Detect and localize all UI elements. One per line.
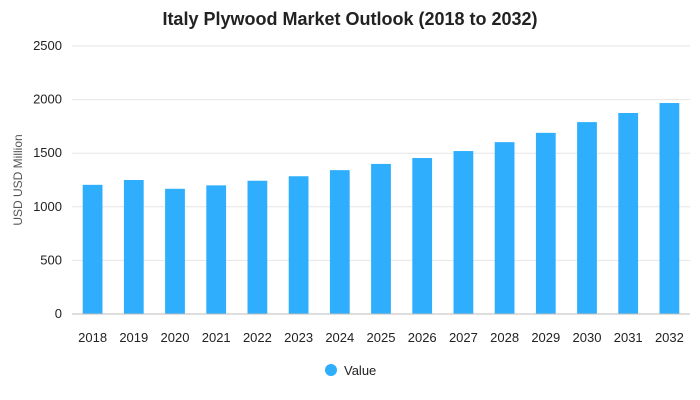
y-axis-label: USD USD Million	[11, 134, 25, 225]
x-tick-label: 2023	[284, 330, 313, 345]
bar-2021[interactable]	[206, 185, 227, 314]
y-tick-label: 0	[55, 306, 62, 321]
x-tick-label: 2029	[531, 330, 560, 345]
bar-2024[interactable]	[329, 170, 350, 314]
bar-2032[interactable]	[659, 103, 680, 315]
x-tick-label: 2027	[449, 330, 478, 345]
chart-title: Italy Plywood Market Outlook (2018 to 20…	[162, 9, 537, 29]
legend-label-value: Value	[344, 363, 376, 378]
x-tick-label: 2025	[367, 330, 396, 345]
bar-2022[interactable]	[247, 180, 268, 314]
x-tick-label: 2022	[243, 330, 272, 345]
x-tick-label: 2028	[490, 330, 519, 345]
x-tick-label: 2019	[119, 330, 148, 345]
bar-2030[interactable]	[577, 122, 597, 314]
bar-2031[interactable]	[618, 113, 639, 314]
y-axis-ticks: 0 500 1000 1500 2000 2500	[33, 38, 62, 321]
bar-2025[interactable]	[371, 163, 391, 314]
legend[interactable]: Value	[325, 363, 376, 378]
y-tick-label: 2000	[33, 92, 62, 107]
y-tick-label: 500	[40, 252, 62, 267]
x-tick-label: 2026	[408, 330, 437, 345]
x-tick-label: 2020	[161, 330, 190, 345]
x-tick-label: 2018	[78, 330, 107, 345]
x-tick-label: 2032	[655, 330, 684, 345]
x-tick-label: 2030	[573, 330, 602, 345]
y-tick-label: 1500	[33, 145, 62, 160]
x-tick-label: 2031	[614, 330, 643, 345]
legend-swatch-value	[325, 364, 337, 376]
bar-2019[interactable]	[123, 180, 144, 314]
bar-2029[interactable]	[535, 132, 556, 314]
bar-2027[interactable]	[453, 151, 474, 314]
bar-2028[interactable]	[494, 142, 515, 314]
y-tick-label: 2500	[33, 38, 62, 53]
bars	[82, 103, 680, 315]
bar-2026[interactable]	[412, 158, 433, 314]
x-axis-ticks: 2018 2019 2020 2021 2022 2023 2024 2025 2026 2027…	[78, 330, 684, 345]
x-tick-label: 2024	[325, 330, 354, 345]
bar-2018[interactable]	[82, 184, 103, 314]
bar-2020[interactable]	[165, 188, 185, 314]
bar-2023[interactable]	[288, 176, 309, 314]
y-tick-label: 1000	[33, 199, 62, 214]
x-tick-label: 2021	[202, 330, 231, 345]
